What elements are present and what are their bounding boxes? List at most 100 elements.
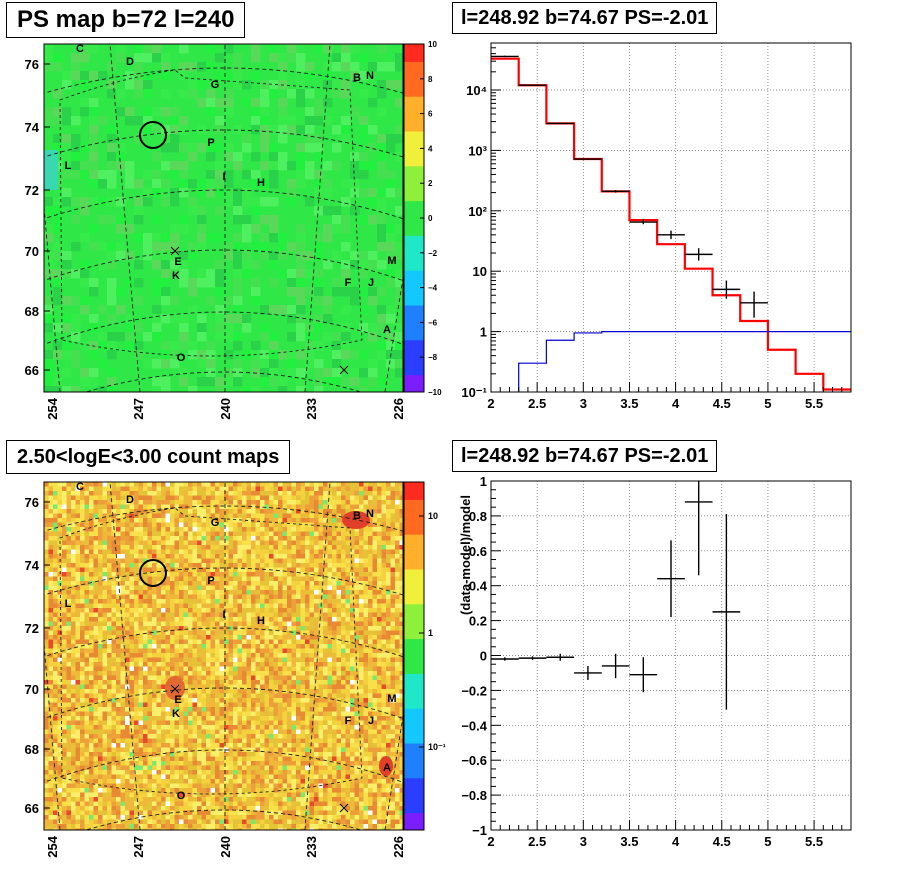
- data-point: [657, 230, 685, 240]
- latitude-tick-label: 68: [25, 742, 39, 757]
- residual-y-tick-label: 0.2: [469, 614, 487, 629]
- colorbar-segment: [404, 287, 424, 306]
- residual-x-tick-label: 3: [580, 834, 587, 849]
- colorbar-segment: [404, 603, 424, 622]
- residual-point: [712, 514, 741, 710]
- count-latitude-line: [44, 687, 403, 720]
- ps-map-image: [44, 44, 403, 392]
- residual-point: [518, 656, 547, 660]
- source-label-c: C: [76, 43, 84, 55]
- data-point: [518, 84, 547, 86]
- data-point: [546, 122, 575, 125]
- residual-point: [491, 657, 519, 661]
- spectrum-x-tick-label: 4: [672, 396, 680, 411]
- residual-plot-area: [491, 481, 741, 710]
- count-roi-outline: [59, 507, 363, 795]
- count-map-hotspot: [165, 676, 185, 700]
- cross-marker: [170, 684, 180, 694]
- residual-y-tick-label: 0.4: [469, 579, 488, 594]
- colorbar-tick-label: 10: [428, 40, 437, 49]
- count-meridian-line: [384, 713, 403, 830]
- source-label-d: D: [126, 56, 134, 68]
- colorbar-tick-label: 4: [428, 144, 433, 153]
- colorbar-segment: [404, 44, 424, 62]
- count-latitude-line: [44, 627, 403, 658]
- spectrum-plot-area: [491, 55, 851, 392]
- residual-point: [657, 540, 685, 618]
- data-point: [740, 291, 768, 318]
- residual-y-tick-label: −0.4: [461, 718, 487, 733]
- colorbar-segment: [404, 218, 424, 236]
- source-label-j: J: [368, 277, 374, 289]
- residual-y-tick-label: 0: [480, 649, 487, 664]
- spectrum-x-tick-label: 5.5: [805, 396, 823, 411]
- ps-latitude-line: [44, 129, 403, 158]
- longitude-tick-label: 247: [131, 836, 146, 858]
- ps-meridian-line: [304, 44, 331, 392]
- spectrum-y-tick-label: 1: [480, 325, 487, 340]
- latitude-tick-label: 66: [25, 801, 39, 816]
- colorbar-tick-label: −4: [428, 284, 438, 293]
- spectrum-x-tick-label: 2: [487, 396, 494, 411]
- colorbar-tick-label: 1: [428, 628, 433, 638]
- colorbar-tick-label: 6: [428, 110, 433, 119]
- spectrum-x-tick-label: 5: [764, 396, 771, 411]
- colorbar-segment: [404, 165, 424, 184]
- residual-title: l=248.92 b=74.67 PS=-2.01: [452, 440, 718, 472]
- spectrum-x-tick-label: 3: [580, 396, 587, 411]
- source-label-o: O: [177, 352, 186, 364]
- source-label-a: A: [383, 762, 391, 774]
- target-circle-marker: [139, 559, 167, 587]
- colorbar-segment: [404, 499, 424, 518]
- source-label-l: L: [65, 160, 72, 172]
- residual-point: [546, 653, 575, 661]
- colorbar-segment: [404, 638, 424, 657]
- colorbar-segment: [404, 673, 424, 692]
- source-label-e: E: [174, 256, 181, 268]
- data-point: [684, 248, 713, 261]
- colorbar-segment: [404, 760, 424, 779]
- residual-point: [574, 665, 602, 680]
- source-label-f: F: [345, 715, 352, 727]
- colorbar-segment: [404, 777, 424, 796]
- source-label-k: K: [172, 708, 180, 720]
- colorbar-segment: [404, 357, 424, 376]
- colorbar-segment: [404, 148, 424, 167]
- latitude-tick-label: 70: [25, 682, 39, 697]
- source-label-g: G: [211, 517, 220, 529]
- spectrum-frame: [490, 42, 852, 393]
- source-label-h: H: [257, 615, 265, 627]
- ps-latitude-line: [44, 67, 403, 94]
- colorbar-segment: [404, 96, 424, 115]
- spectrum-y-tick-label: 10⁴: [466, 83, 487, 98]
- source-label-b: B: [353, 510, 361, 522]
- residual-x-tick-label: 3.5: [620, 834, 638, 849]
- residual-x-tick-label: 4: [672, 834, 680, 849]
- colorbar-segment: [404, 339, 424, 358]
- colorbar-segment: [404, 61, 424, 80]
- residual-x-tick-label: 4.5: [713, 834, 731, 849]
- colorbar-tick-label: 10: [428, 511, 438, 521]
- ps-map-frame: [43, 43, 404, 393]
- longitude-tick-label: 240: [218, 836, 233, 858]
- count-map-hotspot: [379, 756, 393, 776]
- colorbar-tick-label: −2: [428, 249, 438, 258]
- source-label-i: I: [222, 171, 225, 183]
- cross-marker: [339, 365, 349, 375]
- spectrum-x-tick-label: 4.5: [713, 396, 731, 411]
- residual-y-tick-label: 0.6: [469, 544, 487, 559]
- latitude-tick-label: 74: [25, 120, 40, 135]
- count-map-frame: [43, 481, 404, 831]
- colorbar-tick-label: −8: [428, 353, 438, 362]
- colorbar-tick-label: −6: [428, 318, 438, 327]
- latitude-tick-label: 72: [25, 183, 39, 198]
- colorbar-tick-label: 2: [428, 179, 433, 188]
- colorbar-segment: [404, 725, 424, 744]
- colorbar-segment: [404, 183, 424, 202]
- colorbar-segment: [404, 131, 424, 149]
- residual-x-tick-label: 5: [764, 834, 771, 849]
- residual-point: [684, 481, 713, 576]
- longitude-tick-label: 226: [391, 836, 406, 858]
- longitude-tick-label: 233: [304, 398, 319, 420]
